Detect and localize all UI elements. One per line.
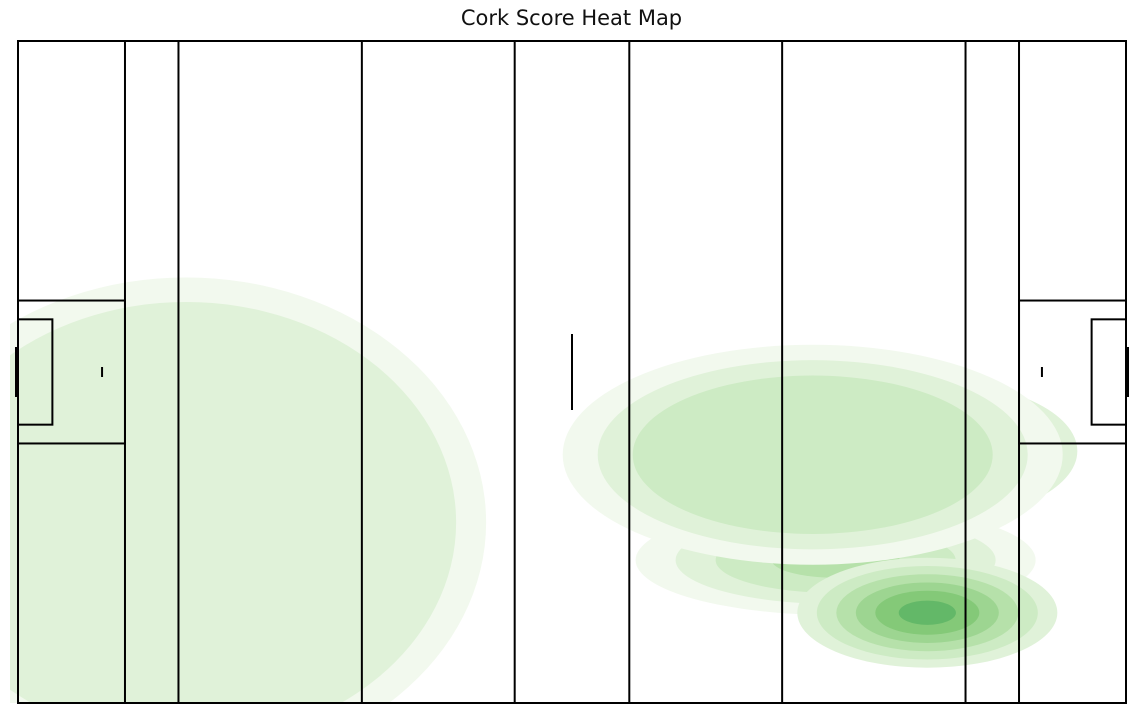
- pitch-lines: [15, 40, 1129, 704]
- goal-area-left: [17, 318, 54, 426]
- goal-area-right: [1090, 318, 1127, 426]
- right-lower-hotspot-contour-6: [898, 600, 956, 625]
- density-layer: [10, 277, 1078, 703]
- left-center-contour-1: [10, 302, 457, 703]
- right-upper-spread-contour-2: [632, 375, 993, 534]
- chart-title: Cork Score Heat Map: [460, 6, 683, 30]
